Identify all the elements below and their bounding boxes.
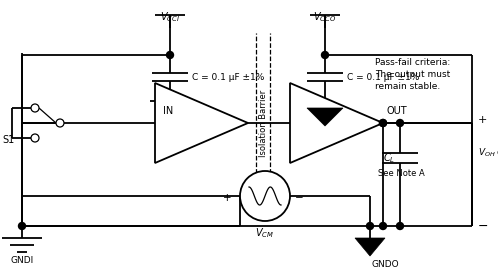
Text: $V_{OH}$ or $V_{OL}$: $V_{OH}$ or $V_{OL}$ — [478, 147, 498, 159]
Circle shape — [31, 104, 39, 112]
Text: IN: IN — [163, 106, 173, 116]
Polygon shape — [307, 108, 343, 126]
Text: +: + — [478, 115, 488, 125]
Text: $V_{CCI}$: $V_{CCI}$ — [160, 10, 180, 24]
Text: S1: S1 — [2, 135, 14, 145]
Circle shape — [396, 222, 403, 229]
Circle shape — [367, 222, 374, 229]
Text: GNDI: GNDI — [10, 256, 34, 265]
Text: OUT: OUT — [387, 106, 408, 116]
Text: −: − — [295, 193, 304, 203]
Circle shape — [322, 51, 329, 58]
Text: $V_{CCO}$: $V_{CCO}$ — [313, 10, 337, 24]
Text: $C_L$: $C_L$ — [383, 151, 395, 165]
Circle shape — [379, 120, 386, 126]
Polygon shape — [290, 83, 383, 163]
Circle shape — [379, 120, 386, 126]
Text: C = 0.1 μF ±1%: C = 0.1 μF ±1% — [347, 73, 419, 81]
Text: Pass-fail criteria:
The output must
remain stable.: Pass-fail criteria: The output must rema… — [375, 58, 450, 91]
Text: −: − — [478, 219, 489, 233]
Polygon shape — [155, 83, 248, 163]
Text: See Note A: See Note A — [378, 169, 425, 177]
Circle shape — [379, 222, 386, 229]
Text: +: + — [224, 193, 232, 203]
Circle shape — [240, 171, 290, 221]
Circle shape — [18, 222, 25, 229]
Text: GNDO: GNDO — [372, 260, 399, 268]
Circle shape — [31, 134, 39, 142]
Circle shape — [56, 119, 64, 127]
Text: $V_{CM}$: $V_{CM}$ — [255, 226, 274, 240]
Circle shape — [396, 120, 403, 126]
Polygon shape — [355, 238, 385, 256]
Text: Isolation Barrier: Isolation Barrier — [258, 89, 267, 157]
Text: C = 0.1 μF ±1%: C = 0.1 μF ±1% — [192, 73, 264, 81]
Circle shape — [166, 51, 173, 58]
